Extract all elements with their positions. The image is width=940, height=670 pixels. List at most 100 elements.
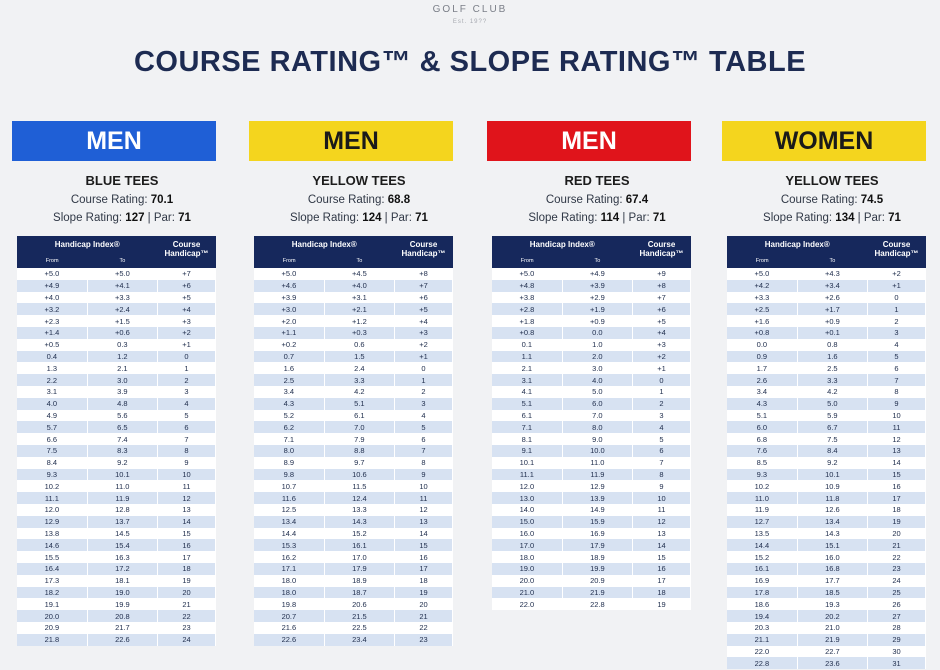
course-handicap-cell: 24 — [157, 633, 216, 646]
course-handicap-cell: 15 — [632, 551, 691, 563]
course-rating-value: 67.4 — [625, 194, 649, 206]
course-handicap-cell: 9 — [867, 397, 926, 410]
table-row: 22.0 22.8 19 — [492, 598, 691, 611]
from-cell: 4.3 — [727, 397, 798, 410]
course-rating-label: Course Rating: — [545, 194, 626, 206]
to-cell: 21.9 — [562, 586, 634, 599]
table-row: +2.3 +1.5 +3 — [17, 315, 216, 327]
table-row: 20.0 20.9 17 — [492, 574, 691, 587]
course-handicap-cell: 1 — [632, 385, 691, 398]
table-row: 20.7 21.5 21 — [254, 610, 453, 622]
from-cell: +4.9 — [17, 279, 88, 292]
course-handicap-cell: 20 — [867, 527, 926, 540]
table-row: 0.4 1.2 0 — [17, 350, 216, 363]
from-cell: 12.0 — [492, 480, 563, 493]
course-rating: Course Rating: 70.1 — [12, 194, 232, 206]
course-handicap-cell: +4 — [394, 315, 453, 327]
to-cell: +2.9 — [562, 291, 634, 304]
from-cell: 19.1 — [17, 598, 88, 611]
to-cell: 19.9 — [87, 598, 159, 611]
to-cell: 16.8 — [797, 562, 869, 575]
table-row: 22.0 22.7 30 — [727, 645, 926, 658]
to-cell: 10.6 — [324, 468, 396, 481]
course-handicap-cell: 26 — [867, 598, 926, 611]
course-handicap-cell: 17 — [867, 492, 926, 504]
table-subheader-row: From To — [254, 258, 453, 268]
from-cell: 3.4 — [727, 385, 798, 398]
established-line: Est. 19?? — [452, 19, 488, 25]
from-cell: 8.4 — [17, 456, 88, 469]
to-cell: 6.5 — [87, 421, 159, 434]
course-handicap-cell: 10 — [867, 409, 926, 422]
course-handicap-cell: 2 — [867, 315, 926, 327]
course-handicap-cell: 3 — [632, 409, 691, 422]
course-handicap-cell: 15 — [394, 539, 453, 552]
to-cell: +5.0 — [87, 268, 159, 280]
from-cell: +3.9 — [254, 291, 325, 304]
table-row: 19.0 19.9 16 — [492, 562, 691, 575]
to-cell: +2.1 — [324, 303, 396, 316]
to-cell: 20.2 — [797, 610, 869, 622]
from-cell: 15.3 — [254, 539, 325, 552]
course-handicap-cell: 6 — [632, 444, 691, 457]
table-row: 0.0 0.8 4 — [727, 338, 926, 351]
course-handicap-line1: Course — [882, 240, 911, 249]
from-cell: +1.4 — [17, 326, 88, 339]
from-cell: 11.0 — [727, 492, 798, 504]
course-handicap-cell: 4 — [394, 409, 453, 422]
to-cell: 16.1 — [324, 539, 396, 552]
club-name: GOLF CLUB — [432, 4, 508, 15]
course-handicap-cell: 12 — [394, 503, 453, 516]
table-row: 12.5 13.3 12 — [254, 503, 453, 516]
to-cell: 1.0 — [562, 338, 634, 351]
from-cell: 17.3 — [17, 574, 88, 587]
to-cell: 10.0 — [562, 444, 634, 457]
to-cell: 15.9 — [562, 515, 634, 528]
table-row: 16.0 16.9 13 — [492, 527, 691, 540]
table-row: 12.0 12.8 13 — [17, 503, 216, 516]
table-row: 5.1 5.9 10 — [727, 409, 926, 422]
to-cell: 20.8 — [87, 610, 159, 622]
course-handicap-cell: 27 — [867, 610, 926, 622]
course-handicap-cell: 4 — [157, 397, 216, 410]
to-cell: 11.0 — [87, 480, 159, 493]
handicap-index-header: Handicap Index® — [492, 236, 633, 258]
course-handicap-cell: 5 — [632, 433, 691, 445]
table-row: 4.9 5.6 5 — [17, 409, 216, 422]
from-cell: 22.0 — [492, 598, 563, 611]
course-handicap-cell: 16 — [157, 539, 216, 552]
course-handicap-cell: 1 — [394, 374, 453, 386]
course-handicap-cell: 12 — [867, 433, 926, 445]
course-handicap-cell: 23 — [394, 633, 453, 646]
to-cell: 6.1 — [324, 409, 396, 422]
course-handicap-cell: 19 — [394, 586, 453, 599]
handicap-table: Handicap Index® Course Handicap™ From To +5.0… — [17, 236, 216, 646]
course-handicap-cell: +3 — [157, 315, 216, 327]
to-cell: 17.9 — [324, 562, 396, 575]
course-handicap-cell: +2 — [157, 326, 216, 339]
course-handicap-cell: 3 — [157, 385, 216, 398]
table-row: 1.6 2.4 0 — [254, 362, 453, 375]
table-row: 18.2 19.0 20 — [17, 586, 216, 599]
to-cell: +2.4 — [87, 303, 159, 316]
to-cell: +0.6 — [87, 326, 159, 339]
course-handicap-cell: 7 — [394, 444, 453, 457]
table-row: 8.4 9.2 9 — [17, 456, 216, 469]
table-row: 22.8 23.6 31 — [727, 657, 926, 670]
table-row: 6.6 7.4 7 — [17, 433, 216, 445]
from-cell: 18.0 — [254, 574, 325, 587]
slope-rating-label: Slope Rating: — [763, 212, 836, 224]
table-row: 3.4 4.2 8 — [727, 385, 926, 398]
from-cell: 3.4 — [254, 385, 325, 398]
slope-rating-label: Slope Rating: — [53, 212, 126, 224]
from-cell: 10.7 — [254, 480, 325, 493]
from-cell: 18.2 — [17, 586, 88, 599]
from-cell: 9.1 — [492, 444, 563, 457]
to-cell: +1.9 — [562, 303, 634, 316]
table-row: 2.6 3.3 7 — [727, 374, 926, 386]
from-cell: 13.8 — [17, 527, 88, 540]
to-cell: 18.5 — [797, 586, 869, 599]
table-row: 8.0 8.8 7 — [254, 444, 453, 457]
from-cell: 8.0 — [254, 444, 325, 457]
from-cell: 16.4 — [17, 562, 88, 575]
